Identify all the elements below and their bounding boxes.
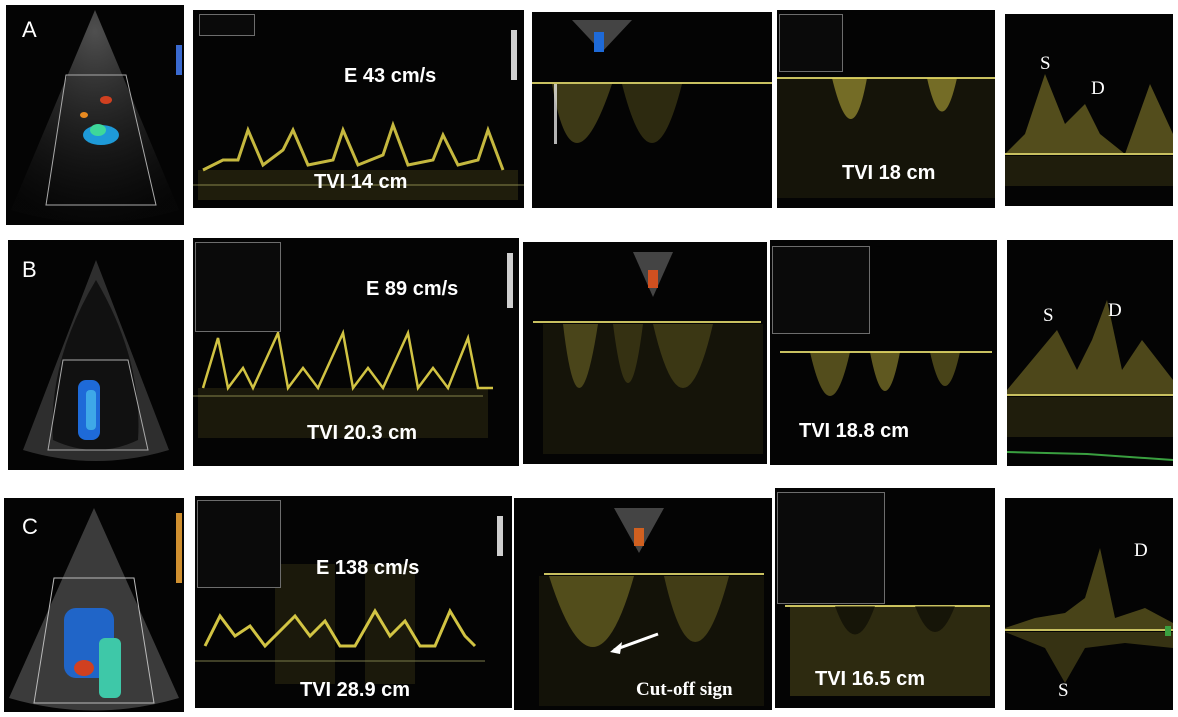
row-a-vein-s-label: S: [1040, 53, 1051, 74]
row-c-rvot-doppler: [775, 488, 995, 708]
row-a-vein-d-label: D: [1091, 78, 1105, 99]
row-b-vein-d-label: D: [1108, 300, 1122, 321]
row-a-rvot-doppler: [777, 10, 995, 208]
row-b-rvot-waveform: [780, 351, 992, 396]
row-a-vein-waveform: [1005, 74, 1173, 186]
row-b-vein-doppler: [1007, 240, 1173, 466]
row-c-tvi-lvot: TVI 28.9 cm: [300, 679, 411, 701]
row-c-echo-graphic: [9, 508, 182, 711]
row-c-e-velocity: E 138 cm/s: [316, 557, 420, 579]
row-c-vein-waveform: [1005, 548, 1173, 683]
row-b-label: B: [22, 257, 37, 282]
row-b-tvi-rvot: TVI 18.8 cm: [799, 420, 910, 442]
row-c-vein-s-label: S: [1058, 680, 1069, 701]
row-c-rvot-waveform: [785, 605, 990, 696]
row-a-label: A: [22, 17, 37, 42]
row-a-rvot-waveform: [777, 77, 995, 198]
row-c-mitral-doppler: [195, 496, 512, 708]
row-a-pulmonary-waveform: [532, 20, 772, 144]
row-c-label: C: [22, 514, 38, 539]
row-c-vein-d-label: D: [1134, 540, 1148, 561]
row-a-mitral-waveform: [193, 30, 524, 200]
row-a-e-velocity: E 43 cm/s: [344, 65, 437, 87]
row-a-echo-graphic: [11, 10, 182, 223]
row-b-pulmonary-waveform: [533, 252, 763, 454]
row-b-e-velocity: E 89 cm/s: [366, 278, 459, 300]
row-a-mitral-doppler: [193, 10, 524, 208]
row-b-vein-waveform: [1007, 300, 1173, 461]
row-c-cutoff-sign: Cut-off sign: [636, 679, 733, 700]
row-c-tvi-rvot: TVI 16.5 cm: [815, 668, 926, 690]
row-a-pulmonary-doppler: [532, 12, 772, 208]
row-b-tvi-lvot: TVI 20.3 cm: [307, 422, 418, 444]
row-a-tvi-rvot: TVI 18 cm: [842, 162, 936, 184]
row-c-pulmonary-doppler: [514, 498, 772, 710]
row-b-rvot-doppler: [770, 240, 997, 465]
row-c-echo-image: [4, 498, 184, 712]
row-c-pulmonary-waveform: [539, 508, 764, 706]
row-c-mitral-waveform: [195, 516, 503, 684]
row-b-echo-graphic: [23, 260, 169, 461]
row-b-mitral-waveform: [193, 253, 513, 438]
row-a-vein-doppler: [1005, 14, 1173, 206]
row-b-echo-image: [8, 240, 184, 470]
row-b-pulmonary-doppler: [523, 242, 767, 464]
row-b-mitral-doppler: [193, 238, 519, 466]
row-b-vein-s-label: S: [1043, 305, 1054, 326]
row-a-echo-image: [6, 5, 184, 225]
row-a-tvi-lvot: TVI 14 cm: [314, 171, 408, 193]
row-c-vein-doppler: [1005, 498, 1173, 710]
